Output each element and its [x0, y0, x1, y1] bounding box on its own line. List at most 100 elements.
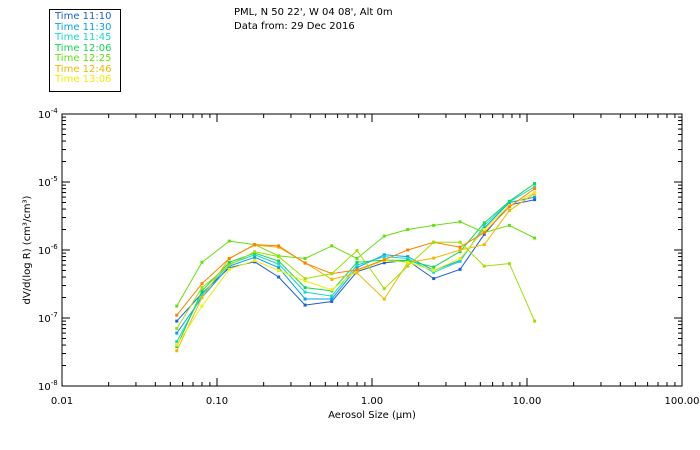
y-tick-label: 10-5 — [38, 175, 58, 189]
data-point — [507, 223, 511, 227]
data-point — [227, 260, 231, 264]
data-point — [432, 256, 436, 260]
data-point — [277, 275, 281, 279]
data-point — [458, 250, 462, 254]
legend-item: Time 11:45 — [55, 32, 112, 43]
data-point — [175, 340, 179, 344]
data-point — [227, 266, 231, 270]
data-point — [303, 303, 307, 307]
data-point — [482, 232, 486, 236]
x-tick-label: 100.00 — [665, 396, 700, 407]
data-point — [507, 262, 511, 266]
data-point — [458, 267, 462, 271]
data-point — [175, 313, 179, 317]
chart-header: PML, N 50 22', W 04 08', Alt 0m Data fro… — [234, 6, 393, 34]
data-point — [200, 293, 204, 297]
data-point — [533, 319, 537, 323]
data-point — [277, 262, 281, 266]
y-axis-label: dV/d(log R) (cm³/cm³) — [22, 195, 33, 304]
data-point — [406, 256, 410, 260]
series-layer — [175, 182, 537, 353]
series-time-11-10 — [175, 198, 537, 323]
data-point — [406, 264, 410, 268]
data-point — [382, 255, 386, 259]
data-point — [200, 296, 204, 300]
data-point — [175, 345, 179, 349]
data-point — [355, 256, 359, 260]
data-point — [507, 199, 511, 203]
data-point — [175, 331, 179, 335]
data-point — [277, 255, 281, 259]
data-point — [355, 271, 359, 275]
data-point — [406, 255, 410, 259]
data-point — [200, 289, 204, 293]
data-point — [458, 220, 462, 224]
data-point — [432, 277, 436, 281]
data-point — [277, 268, 281, 272]
data-point — [200, 282, 204, 286]
data-point — [382, 258, 386, 262]
x-tick-label: 0.10 — [206, 396, 228, 407]
data-point — [533, 191, 537, 195]
data-point — [406, 259, 410, 263]
legend-item: Time 11:30 — [55, 21, 112, 33]
y-tick-label: 10-7 — [38, 311, 58, 325]
data-point — [482, 228, 486, 232]
series-line — [176, 241, 536, 329]
data-point — [330, 244, 334, 248]
data-point — [432, 223, 436, 227]
data-point — [382, 261, 386, 265]
data-point — [330, 272, 334, 276]
data-point — [432, 268, 436, 272]
data-point — [330, 294, 334, 298]
data-point — [533, 236, 537, 240]
x-tick-label: 10.00 — [513, 396, 542, 407]
data-point — [482, 231, 486, 235]
data-point — [175, 349, 179, 353]
data-point — [355, 249, 359, 253]
data-point — [277, 244, 281, 248]
series-line — [176, 199, 535, 322]
data-point — [382, 297, 386, 301]
data-point — [482, 221, 486, 225]
plot-frame — [61, 113, 683, 387]
data-point — [253, 255, 257, 259]
data-point — [406, 260, 410, 264]
legend-item: Time 12:25 — [55, 53, 112, 64]
data-point — [330, 297, 334, 301]
data-point — [458, 248, 462, 252]
data-point — [533, 198, 537, 202]
data-point — [277, 259, 281, 263]
data-point — [507, 209, 511, 213]
data-point — [303, 256, 307, 260]
data-point — [227, 263, 231, 267]
data-point — [175, 304, 179, 308]
data-point — [482, 243, 486, 247]
data-point — [175, 319, 179, 323]
data-point — [227, 256, 231, 260]
data-point — [355, 268, 359, 272]
data-point — [303, 286, 307, 290]
data-point — [175, 343, 179, 347]
data-point — [200, 286, 204, 290]
data-point — [253, 253, 257, 257]
data-point — [200, 260, 204, 264]
data-point — [303, 297, 307, 301]
data-point — [432, 270, 436, 274]
x-axis-label: Aerosol Size (µm) — [328, 410, 416, 421]
data-point — [482, 223, 486, 227]
data-point — [355, 263, 359, 267]
data-point — [533, 185, 537, 189]
data-point — [458, 256, 462, 260]
data-point — [330, 299, 334, 303]
legend-item: Time 13:06 — [55, 74, 112, 85]
x-tick-label: 0.01 — [51, 396, 73, 407]
data-point — [355, 266, 359, 270]
station-info: PML, N 50 22', W 04 08', Alt 0m — [234, 7, 393, 18]
data-point — [277, 266, 281, 270]
data-point — [330, 277, 334, 281]
data-point — [303, 279, 307, 283]
legend-item: Time 11:10 — [55, 11, 112, 22]
y-tick-label: 10-8 — [38, 379, 58, 393]
data-point — [482, 264, 486, 268]
